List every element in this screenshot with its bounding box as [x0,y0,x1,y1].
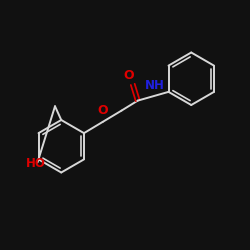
Text: O: O [123,69,134,82]
Text: HO: HO [26,157,46,170]
Text: NH: NH [144,79,164,92]
Text: O: O [98,104,108,118]
